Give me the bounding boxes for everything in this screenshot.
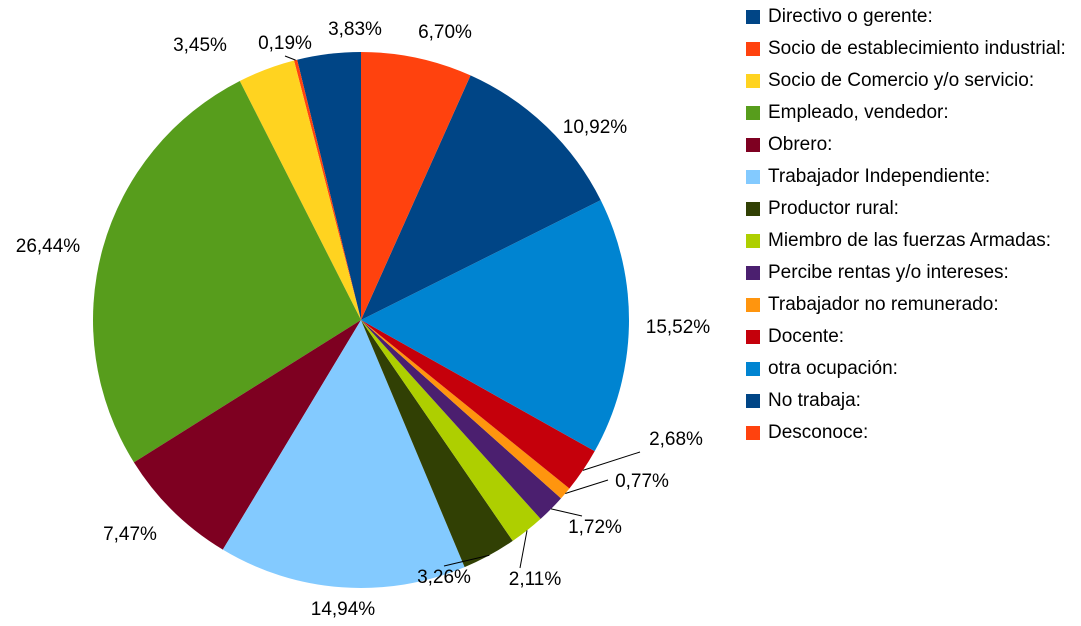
legend-label: Trabajador Independiente: bbox=[768, 166, 991, 187]
data-label: 6,70% bbox=[418, 22, 472, 43]
data-label: 3,26% bbox=[417, 567, 471, 588]
pie-slice bbox=[297, 52, 361, 320]
legend-item: Desconoce: bbox=[746, 420, 1076, 446]
data-label: 14,94% bbox=[311, 599, 376, 620]
legend-label: Socio de establecimiento industrial: bbox=[768, 38, 1066, 59]
legend-item: Directivo o gerente: bbox=[746, 4, 1076, 30]
pie-slice bbox=[294, 59, 361, 321]
data-label: 1,72% bbox=[568, 517, 622, 538]
leader-line bbox=[565, 479, 609, 494]
pie-slice bbox=[361, 320, 541, 541]
legend-label: Productor rural: bbox=[768, 198, 899, 219]
leader-line bbox=[550, 508, 583, 517]
legend-swatch bbox=[746, 426, 760, 440]
legend-item: No trabaja: bbox=[746, 388, 1076, 414]
leader-line bbox=[443, 554, 490, 567]
legend-item: Trabajador Independiente: bbox=[746, 164, 1076, 190]
legend-swatch bbox=[746, 362, 760, 376]
legend-label: Socio de Comercio y/o servicio: bbox=[768, 70, 1035, 91]
legend-label: Directivo o gerente: bbox=[768, 6, 933, 27]
legend-swatch bbox=[746, 234, 760, 248]
legend-item: Docente: bbox=[746, 324, 1076, 350]
legend-swatch bbox=[746, 74, 760, 88]
legend-label: Miembro de las fuerzas Armadas: bbox=[768, 230, 1052, 251]
legend-swatch bbox=[746, 42, 760, 56]
legend-item: Trabajador no remunerado: bbox=[746, 292, 1076, 318]
legend-swatch bbox=[746, 170, 760, 184]
leader-line bbox=[519, 530, 528, 569]
pie-slice bbox=[92, 80, 362, 463]
legend-label: Percibe rentas y/o intereses: bbox=[768, 262, 1009, 283]
pie-slice bbox=[239, 60, 361, 321]
legend-item: Miembro de las fuerzas Armadas: bbox=[746, 228, 1076, 254]
data-label: 7,47% bbox=[103, 524, 157, 545]
legend-label: Docente: bbox=[768, 326, 845, 347]
leader-line bbox=[582, 451, 641, 471]
legend-label: Trabajador no remunerado: bbox=[768, 294, 999, 315]
data-label: 2,68% bbox=[649, 429, 703, 450]
pie-slice bbox=[361, 320, 570, 499]
data-label: 0,77% bbox=[615, 471, 669, 492]
legend-label: No trabaja: bbox=[768, 390, 861, 411]
pie-area: 3,83% 0,19% 3,45% 26,44% 7,47% 14,94% 3,26% 2,1… bbox=[16, 19, 711, 620]
data-label: 26,44% bbox=[16, 236, 81, 257]
data-label: 3,45% bbox=[173, 35, 227, 56]
pie-slice bbox=[361, 52, 471, 320]
legend: Directivo o gerente: Socio de establecimi… bbox=[746, 4, 1076, 452]
legend-item: Productor rural: bbox=[746, 196, 1076, 222]
legend-label: Obrero: bbox=[768, 134, 833, 155]
legend-item: Socio de Comercio y/o servicio: bbox=[746, 68, 1076, 94]
legend-swatch bbox=[746, 138, 760, 152]
pie-slice bbox=[361, 75, 601, 320]
legend-item: Obrero: bbox=[746, 132, 1076, 158]
legend-label: otra ocupación: bbox=[768, 358, 898, 379]
pie-slice bbox=[361, 320, 595, 489]
data-label: 3,83% bbox=[328, 19, 382, 40]
data-label: 0,19% bbox=[258, 33, 312, 54]
legend-item: otra ocupación: bbox=[746, 356, 1076, 382]
legend-label: Empleado, vendedor: bbox=[768, 102, 949, 123]
pie-slice bbox=[361, 320, 562, 519]
legend-item: Percibe rentas y/o intereses: bbox=[746, 260, 1076, 286]
legend-swatch bbox=[746, 298, 760, 312]
pie-slice bbox=[222, 320, 465, 588]
legend-swatch bbox=[746, 202, 760, 216]
legend-swatch bbox=[746, 106, 760, 120]
legend-item: Empleado, vendedor: bbox=[746, 100, 1076, 126]
legend-swatch bbox=[746, 330, 760, 344]
legend-swatch bbox=[746, 266, 760, 280]
legend-swatch bbox=[746, 394, 760, 408]
pie-slice bbox=[361, 200, 630, 452]
pie-slice bbox=[133, 320, 361, 550]
data-label: 15,52% bbox=[646, 317, 711, 338]
leader-line bbox=[284, 55, 296, 61]
legend-item: Socio de establecimiento industrial: bbox=[746, 36, 1076, 62]
data-label: 10,92% bbox=[563, 117, 628, 138]
pie-slice bbox=[361, 320, 513, 568]
legend-label: Desconoce: bbox=[768, 422, 869, 443]
legend-swatch bbox=[746, 10, 760, 24]
data-label: 2,11% bbox=[509, 569, 562, 590]
